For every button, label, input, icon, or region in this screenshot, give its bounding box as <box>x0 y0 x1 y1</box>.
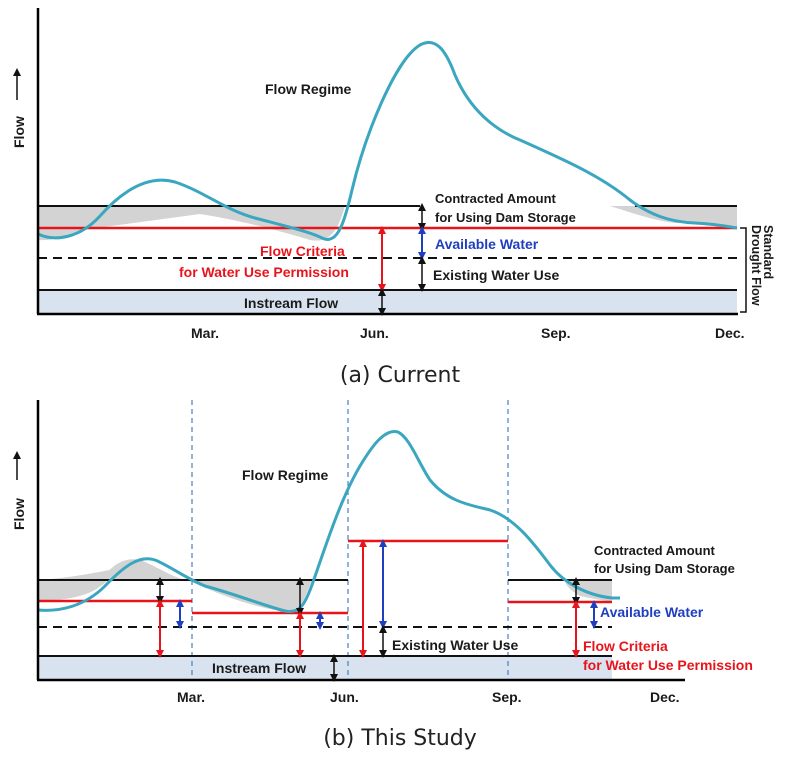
storage-band-b-2 <box>192 580 312 612</box>
criteria-label-b-1: Flow Criteria <box>583 638 668 654</box>
flow-regime-label-a: Flow Regime <box>265 81 352 97</box>
month-mar-b: Mar. <box>177 689 205 705</box>
available-water-label-b: Available Water <box>600 604 704 620</box>
y-axis-label-b: Flow <box>11 498 27 530</box>
criteria-label-a-1: Flow Criteria <box>260 243 345 259</box>
flow-regime-label-b: Flow Regime <box>242 467 329 483</box>
instream-label-a: Instream Flow <box>244 295 338 311</box>
month-jun-b: Jun. <box>330 689 359 705</box>
month-mar-a: Mar. <box>191 325 219 341</box>
contracted-label-b-1: Contracted Amount <box>594 543 716 558</box>
existing-use-label-b: Existing Water Use <box>392 637 519 653</box>
month-dec-a: Dec. <box>715 325 745 341</box>
contracted-label-a-2: for Using Dam Storage <box>435 210 576 225</box>
contracted-label-a-1: Contracted Amount <box>435 191 557 206</box>
side-label-a-1: Standard <box>761 225 775 279</box>
flow-curve-b <box>37 430 620 614</box>
storage-band-a <box>38 206 345 241</box>
criteria-label-a-2: for Water Use Permission <box>179 264 349 280</box>
month-sep-a: Sep. <box>541 325 571 341</box>
panel-b: Flow Mar. Jun. Sep. Dec. Flow Regime Con… <box>11 400 753 751</box>
month-jun-a: Jun. <box>360 325 389 341</box>
contracted-label-b-2: for Using Dam Storage <box>594 561 735 576</box>
storage-band-b-1b <box>38 567 124 601</box>
instream-label-b: Instream Flow <box>212 660 306 676</box>
y-axis-label-a: Flow <box>11 116 27 148</box>
drought-bracket-a <box>740 227 747 313</box>
available-water-label-a: Available Water <box>435 236 539 252</box>
month-dec-b: Dec. <box>650 689 680 705</box>
flow-curve-a <box>37 41 738 241</box>
panel-a: Flow Mar. Jun. Sep. Dec. Flow Regime Con… <box>11 8 775 388</box>
caption-a: (a) Current <box>340 363 461 388</box>
instream-band-b <box>38 656 612 679</box>
month-sep-b: Sep. <box>492 689 522 705</box>
side-label-a-2: Drought Flow <box>749 225 763 306</box>
criteria-label-b-2: for Water Use Permission <box>583 657 753 673</box>
instream-band-a <box>38 290 737 313</box>
caption-b: (b) This Study <box>323 726 477 751</box>
existing-use-label-a: Existing Water Use <box>433 267 560 283</box>
